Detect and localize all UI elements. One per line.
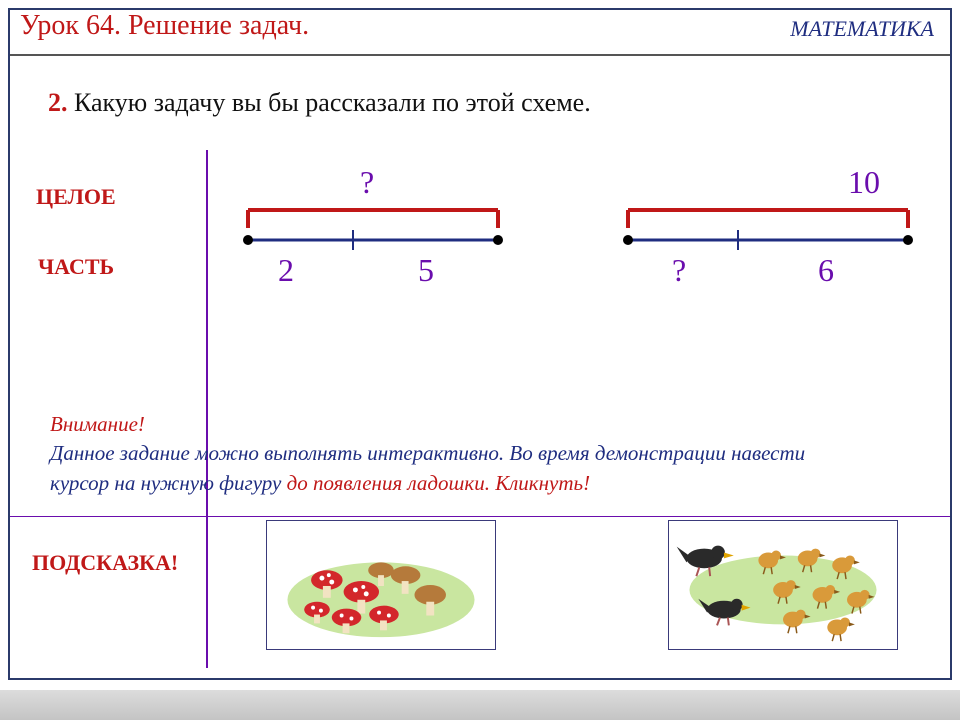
scheme1-svg bbox=[238, 170, 538, 310]
label-whole: ЦЕЛОЕ bbox=[36, 184, 116, 210]
hint-image-birds[interactable] bbox=[668, 520, 898, 650]
hint-image-mushrooms[interactable] bbox=[266, 520, 496, 650]
hint-label: ПОДСКАЗКА! bbox=[32, 550, 178, 576]
question-body: Какую задачу вы бы рассказали по этой сх… bbox=[74, 88, 591, 117]
attention-line3b: до появления ладошки. Кликнуть! bbox=[287, 471, 591, 495]
scheme2-svg bbox=[618, 170, 928, 310]
scheme-1[interactable]: ? 2 5 bbox=[238, 170, 538, 310]
divider-top bbox=[10, 54, 950, 56]
attention-line2: Данное задание можно выполнять интеракти… bbox=[50, 441, 805, 465]
scheme1-partB: 5 bbox=[418, 252, 434, 289]
attention-block: Внимание! Данное задание можно выполнять… bbox=[50, 410, 920, 498]
scheme-2[interactable]: 10 ? 6 bbox=[618, 170, 928, 310]
slide-frame: Урок 64. Решение задач. МАТЕМАТИКА 2. Ка… bbox=[8, 8, 952, 680]
question-text: 2. Какую задачу вы бы рассказали по этой… bbox=[48, 88, 591, 118]
scheme1-whole: ? bbox=[360, 164, 374, 201]
scheme2-partB: 6 bbox=[818, 252, 834, 289]
scheme1-partA: 2 bbox=[278, 252, 294, 289]
question-number: 2. bbox=[48, 88, 68, 117]
divider-mid bbox=[10, 516, 950, 517]
scheme2-partA: ? bbox=[672, 252, 686, 289]
lesson-title: Урок 64. Решение задач. bbox=[20, 10, 309, 42]
label-part: ЧАСТЬ bbox=[38, 254, 114, 280]
vertical-divider bbox=[206, 150, 208, 668]
subject-label: МАТЕМАТИКА bbox=[790, 16, 934, 42]
attention-heading: Внимание! bbox=[50, 412, 145, 436]
attention-line3a: курсор на нужную фигуру bbox=[50, 471, 287, 495]
header: Урок 64. Решение задач. МАТЕМАТИКА bbox=[10, 10, 950, 54]
scheme2-whole: 10 bbox=[848, 164, 880, 201]
footer-bar bbox=[0, 690, 960, 720]
